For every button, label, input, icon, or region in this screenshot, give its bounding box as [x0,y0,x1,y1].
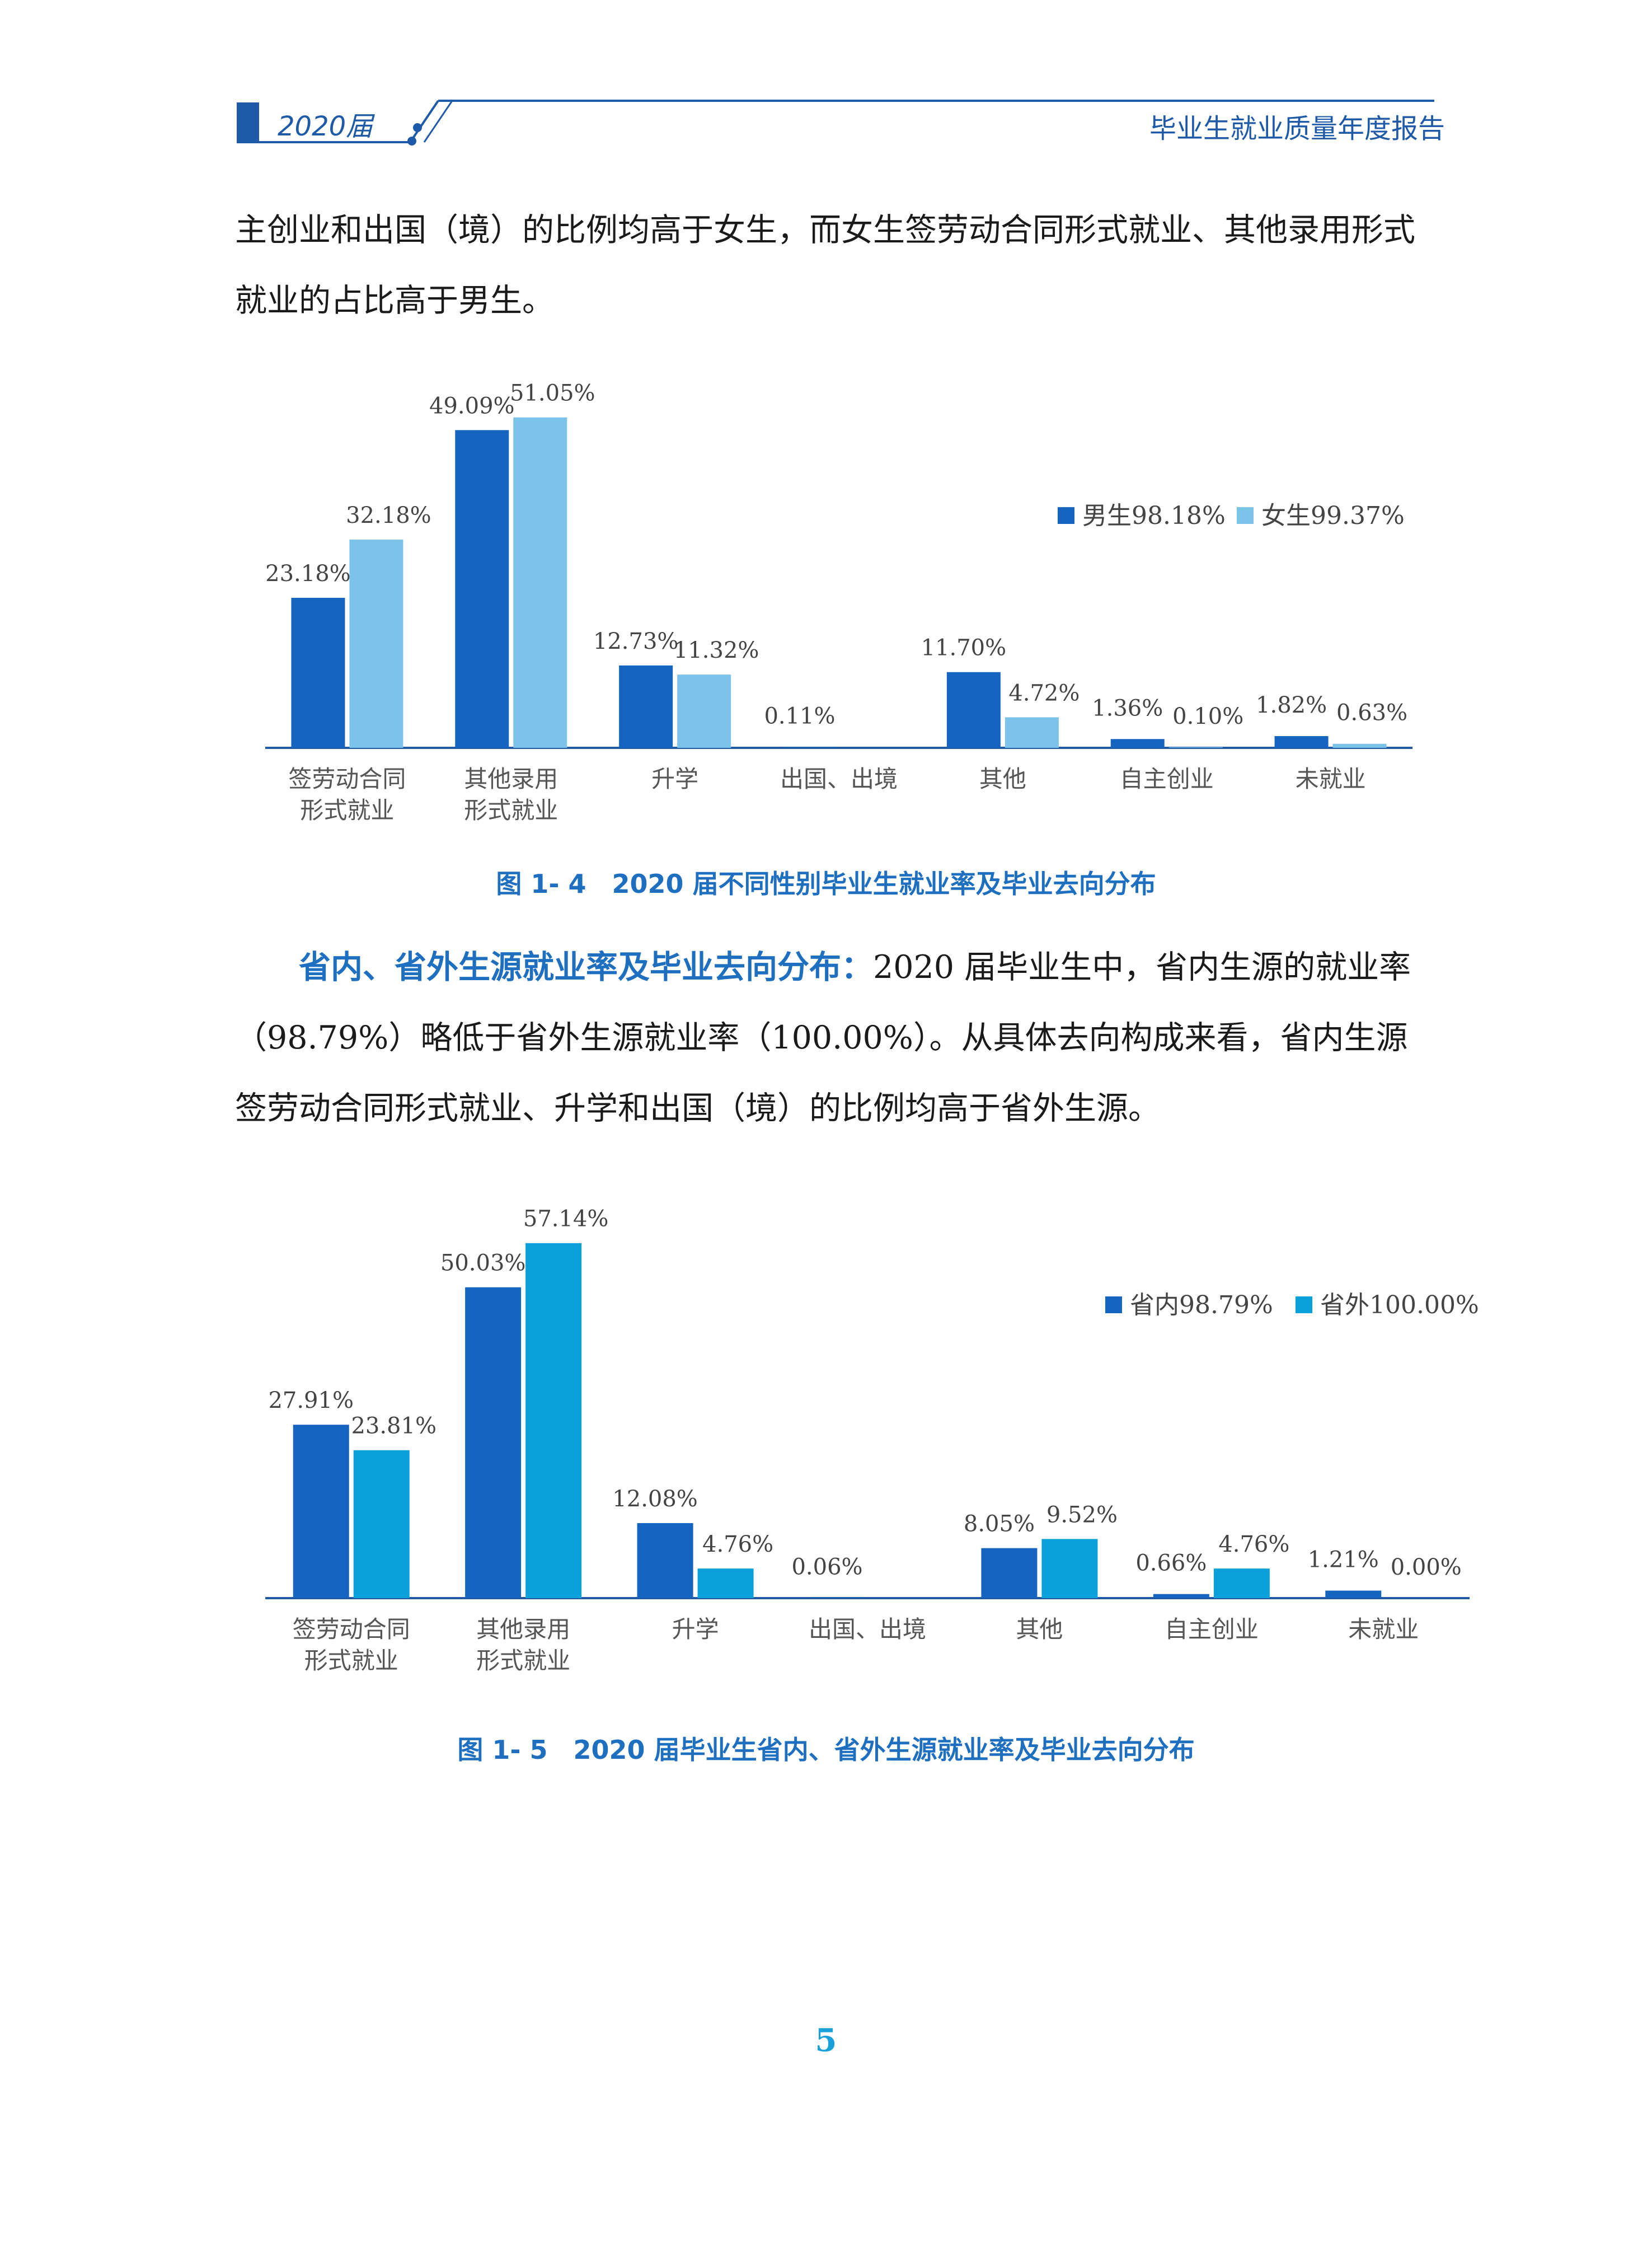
data-label: 0.06% [791,1554,862,1580]
bar [981,1548,1038,1598]
data-label: 1.82% [1256,692,1327,718]
data-label: 49.09% [429,393,515,419]
bar [513,417,567,748]
category-label: 形式就业 [476,1647,570,1674]
bar [1213,1568,1270,1598]
bar [465,1287,522,1598]
bar [1110,739,1165,748]
data-label: 1.21% [1308,1547,1379,1573]
data-label: 0.00% [1391,1554,1462,1580]
category-label: 形式就业 [464,797,558,824]
paragraph-gender-summary: 主创业和出国（境）的比例均高于女生，而女生签劳动合同形式就业、其他录用形式就业的… [235,212,1415,319]
figure-1-5-caption: 图 1- 5 2020 届毕业生省内、省外生源就业率及毕业去向分布 [457,1735,1195,1765]
paragraph-lead: 省内、省外生源就业率及毕业去向分布： [299,949,873,986]
data-label: 12.73% [593,629,679,654]
data-label: 8.05% [964,1511,1035,1537]
bar [525,1243,582,1598]
data-label: 4.76% [1218,1532,1289,1557]
category-label: 升学 [651,765,698,793]
legend-swatch [1105,1296,1122,1313]
legend-label: 省内98.79% [1130,1291,1273,1319]
bar [677,675,731,748]
category-label: 签劳动合同 [293,1615,410,1643]
figure-1-4-caption: 图 1- 4 2020 届不同性别毕业生就业率及毕业去向分布 [496,869,1156,899]
legend-swatch [1058,507,1074,524]
data-label: 27.91% [268,1388,354,1413]
data-label: 51.05% [510,381,595,406]
bar [697,1568,754,1598]
data-label: 57.14% [523,1206,609,1232]
data-label: 0.63% [1336,700,1407,726]
bar [783,747,837,748]
page-number: 5 [815,2022,837,2059]
category-label: 其他 [979,765,1026,793]
category-label: 升学 [672,1615,719,1643]
category-label: 自主创业 [1165,1615,1259,1643]
bar [1041,1539,1098,1598]
category-label: 未就业 [1296,765,1366,793]
data-label: 50.03% [440,1251,526,1276]
bar [946,672,1001,748]
category-label: 自主创业 [1120,765,1214,793]
data-label: 0.11% [764,704,835,729]
legend-label: 女生99.37% [1261,502,1405,530]
bar [455,430,509,748]
gender-employment-chart: 23.18% 32.18% 签劳动合同形式就业 49.09%51.05% 其他录用形式就… [265,381,1412,824]
bar [637,1523,693,1598]
bar [1325,1590,1382,1598]
bar [1005,717,1059,748]
bar [293,1425,349,1598]
data-label: 11.70% [921,635,1007,661]
category-label: 其他录用 [476,1615,570,1643]
header-accent-bar [237,102,259,143]
data-label: 0.10% [1172,704,1243,729]
data-label: 4.72% [1008,680,1080,706]
category-label: 未就业 [1348,1615,1419,1643]
legend-swatch [1296,1296,1312,1313]
data-label: 23.81% [351,1413,437,1439]
data-label: 23.18% [265,561,351,587]
category-label: 出国、出境 [809,1615,926,1643]
legend-swatch [1237,507,1254,524]
category-label: 形式就业 [300,797,394,824]
bar [1168,747,1223,748]
province-employment-chart: 27.91%23.81% 签劳动合同形式就业 50.03% 57.14% 其他录用形式就… [265,1206,1479,1674]
header-report-title: 毕业生就业质量年度报告 [1149,113,1445,144]
bar [1274,736,1329,748]
bar [353,1450,410,1598]
bar [1153,1594,1209,1598]
legend-label: 男生98.18% [1082,502,1226,530]
bar [619,665,673,748]
data-label: 11.32% [674,638,759,663]
legend-label: 省外100.00% [1320,1291,1479,1319]
bar [1332,743,1387,748]
bar [349,539,403,748]
paragraph-body: 2020 届毕业生中，省内生源的就业率（98.79%）略低于省外生源就业率（10… [235,949,1411,1127]
category-label: 签劳动合同 [288,765,406,793]
data-label: 0.66% [1135,1551,1207,1576]
header-year: 2020届 [278,111,373,142]
paragraph-province-summary: 省内、省外生源就业率及毕业去向分布：2020 届毕业生中，省内生源的就业率（98… [235,932,1421,1144]
data-label: 12.08% [612,1486,698,1512]
category-label: 其他 [1016,1615,1063,1643]
category-label: 出国、出境 [780,765,898,793]
data-label: 32.18% [346,503,431,528]
data-label: 9.52% [1046,1502,1118,1528]
category-label: 形式就业 [304,1647,398,1674]
data-label: 1.36% [1092,695,1163,721]
bar [291,597,345,748]
category-label: 其他录用 [464,765,558,793]
header-decoration [237,100,1434,146]
data-label: 4.76% [702,1532,773,1557]
